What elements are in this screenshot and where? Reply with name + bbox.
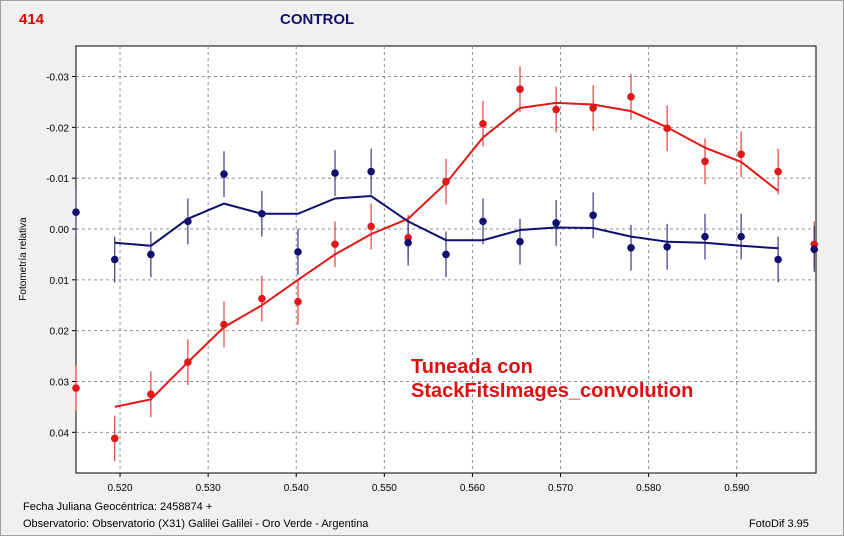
annotation-line-2: StackFitsImages_convolution — [411, 380, 693, 402]
data-point — [184, 358, 192, 366]
y-tick-label: 0.00 — [50, 225, 70, 236]
software-label: FotoDif 3.95 — [749, 518, 809, 530]
data-point — [331, 240, 339, 249]
y-axis-label: Fotometría relativa — [18, 217, 29, 301]
data-point — [220, 320, 228, 329]
data-point — [552, 219, 560, 227]
data-point — [516, 85, 524, 94]
data-point — [72, 208, 80, 217]
data-point — [331, 169, 339, 177]
data-point — [701, 232, 709, 241]
julian-date-label: Fecha Juliana Geocéntrica: 2458874 + — [23, 501, 213, 513]
data-point — [589, 211, 597, 220]
y-tick-label: 0.02 — [50, 327, 70, 338]
y-tick-label: -0.02 — [46, 123, 69, 134]
data-point — [663, 124, 671, 133]
data-point — [442, 250, 450, 259]
data-point — [589, 104, 597, 112]
data-point — [72, 384, 80, 392]
y-tick-label: 0.03 — [50, 378, 70, 389]
x-tick-label: 0.570 — [548, 483, 573, 494]
x-tick-label: 0.520 — [108, 483, 133, 494]
x-tick-label: 0.590 — [724, 483, 749, 494]
data-point — [479, 217, 487, 226]
data-point — [701, 157, 709, 166]
star-id-label: 414 — [19, 11, 45, 28]
chart-title: CONTROL — [280, 11, 355, 28]
data-point — [147, 250, 155, 259]
data-point — [479, 119, 487, 128]
data-point — [147, 390, 155, 399]
data-point — [110, 434, 119, 443]
x-tick-label: 0.550 — [372, 483, 397, 494]
data-point — [627, 93, 635, 101]
x-tick-label: 0.530 — [196, 483, 221, 494]
data-point — [737, 150, 745, 159]
data-point — [220, 170, 228, 178]
data-point — [516, 237, 524, 246]
data-point — [774, 255, 782, 264]
data-point — [294, 248, 302, 256]
x-tick-label: 0.560 — [460, 483, 485, 494]
observer-label: Observatorio: Observatorio (X31) Galilei… — [23, 518, 369, 530]
y-tick-label: 0.04 — [50, 428, 70, 439]
y-tick-label: -0.03 — [46, 73, 69, 84]
data-point — [737, 232, 745, 241]
data-point — [663, 242, 671, 251]
x-tick-label: 0.540 — [284, 483, 309, 494]
x-tick-label: 0.580 — [636, 483, 661, 494]
axis-ticks: 0.520 0.530 0.540 0.550 0.560 0.570 0.580 0.590… — [46, 73, 749, 495]
y-tick-label: 0.01 — [50, 276, 70, 287]
data-point — [294, 297, 302, 306]
data-point — [258, 294, 266, 303]
data-point — [258, 209, 266, 218]
data-point — [774, 167, 782, 176]
data-point — [442, 177, 450, 186]
annotation-line-1: Tuneada con — [411, 356, 533, 378]
data-point — [552, 105, 560, 114]
data-point — [810, 245, 819, 254]
grid-lines — [76, 46, 816, 473]
data-point — [404, 238, 412, 247]
data-point — [110, 255, 119, 264]
data-point — [367, 167, 375, 176]
data-points — [72, 85, 819, 443]
data-point — [184, 217, 192, 226]
y-tick-label: -0.01 — [46, 174, 69, 185]
data-point — [367, 222, 375, 231]
data-point — [627, 244, 635, 252]
